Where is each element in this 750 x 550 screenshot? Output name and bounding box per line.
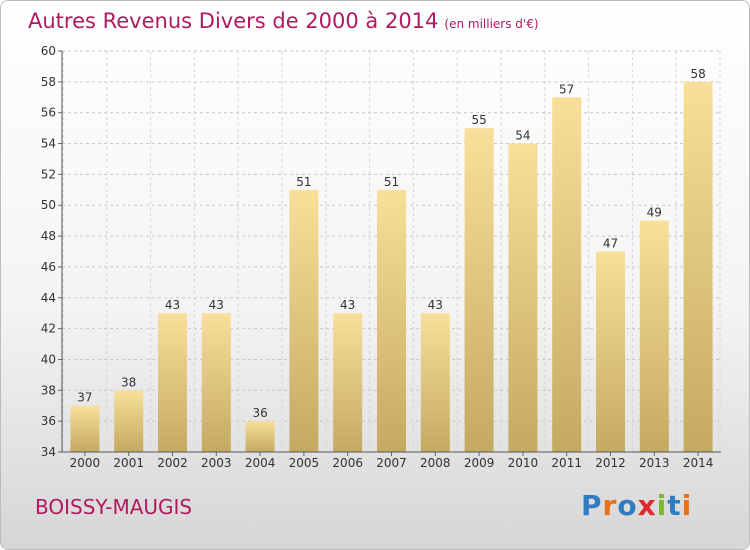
y-tick-label: 46 (41, 260, 56, 274)
logo-letter: r (602, 489, 618, 522)
bar (683, 81, 713, 452)
x-tick-label: 2014 (683, 456, 714, 470)
bars (70, 81, 713, 453)
bar (377, 189, 406, 453)
bar-value-label: 37 (77, 391, 92, 405)
data-labels: 37 38 43 43 36 51 43 51 43 55 54 57 47 49 58 (77, 67, 705, 420)
logo-letter: x (637, 489, 657, 522)
chart-title-text: Autres Revenus Divers de 2000 à 2014 (28, 9, 439, 33)
bar-value-label: 43 (165, 298, 180, 312)
x-tick-label: 2010 (508, 456, 539, 470)
bar (70, 405, 100, 452)
logo-letter: o (617, 489, 638, 522)
bar-value-label: 49 (647, 206, 662, 220)
y-tick-label: 48 (41, 229, 56, 243)
bar-value-label: 57 (559, 82, 574, 96)
bar-value-label: 51 (384, 175, 399, 189)
x-tick-label: 2003 (201, 456, 232, 470)
y-tick-label: 56 (41, 106, 56, 120)
x-tick-label: 2012 (595, 456, 626, 470)
y-tick-label: 44 (41, 291, 56, 305)
x-tick-label: 2008 (420, 456, 451, 470)
x-tick-label: 2002 (157, 456, 188, 470)
logo-letter: i (681, 489, 693, 522)
axes (58, 50, 721, 456)
bar-value-label: 47 (603, 237, 618, 251)
bar (464, 128, 494, 452)
bar-value-label: 38 (121, 375, 136, 389)
x-tick-label: 2000 (70, 456, 101, 470)
y-tick-label: 40 (41, 352, 56, 366)
y-tick-label: 34 (41, 445, 56, 459)
y-tick-labels: 34 36 38 40 42 44 46 48 50 52 54 56 58 60 (41, 44, 56, 459)
bar-value-label: 55 (471, 113, 486, 127)
logo-letter: P (581, 489, 603, 522)
bar-value-label: 36 (252, 406, 267, 420)
bar (201, 313, 231, 452)
y-tick-label: 36 (41, 414, 56, 428)
y-tick-label: 52 (41, 167, 56, 181)
bar (420, 313, 450, 452)
bar (289, 189, 319, 453)
x-tick-label: 2013 (639, 456, 670, 470)
x-tick-label: 2005 (289, 456, 320, 470)
bar-value-label: 54 (515, 129, 530, 143)
chart-unit: (en milliers d'€) (444, 17, 539, 31)
x-tick-label: 2004 (245, 456, 276, 470)
bar (245, 421, 275, 452)
logo-letter: t (667, 489, 682, 522)
y-tick-label: 58 (41, 75, 56, 89)
x-tick-labels: 2000 2001 2002 2003 2004 2005 2006 2007 2008 2009… (70, 456, 714, 470)
bar (552, 97, 582, 453)
y-tick-label: 54 (41, 137, 56, 151)
y-tick-label: 50 (41, 198, 56, 212)
bar-value-label: 58 (690, 67, 705, 81)
bar-value-label: 43 (209, 298, 224, 312)
x-tick-label: 2007 (376, 456, 407, 470)
y-tick-label: 60 (41, 44, 56, 58)
x-tick-label: 2001 (113, 456, 144, 470)
bar (114, 390, 144, 452)
bar-value-label: 43 (428, 298, 443, 312)
bar-value-label: 43 (340, 298, 355, 312)
proxiti-logo: Proxiti (581, 489, 692, 522)
bar (158, 313, 187, 452)
commune-name: BOISSY-MAUGIS (35, 495, 193, 519)
x-tick-label: 2011 (551, 456, 582, 470)
chart-title: Autres Revenus Divers de 2000 à 2014 (en … (28, 9, 539, 33)
bar (333, 313, 363, 452)
x-tick-label: 2009 (464, 456, 495, 470)
y-tick-label: 38 (41, 383, 56, 397)
bar (508, 143, 538, 453)
logo-letter: i (656, 489, 668, 522)
x-tick-label: 2006 (332, 456, 363, 470)
bar-value-label: 51 (296, 175, 311, 189)
bar (596, 251, 625, 452)
bar (639, 220, 669, 452)
y-tick-label: 42 (41, 322, 56, 336)
